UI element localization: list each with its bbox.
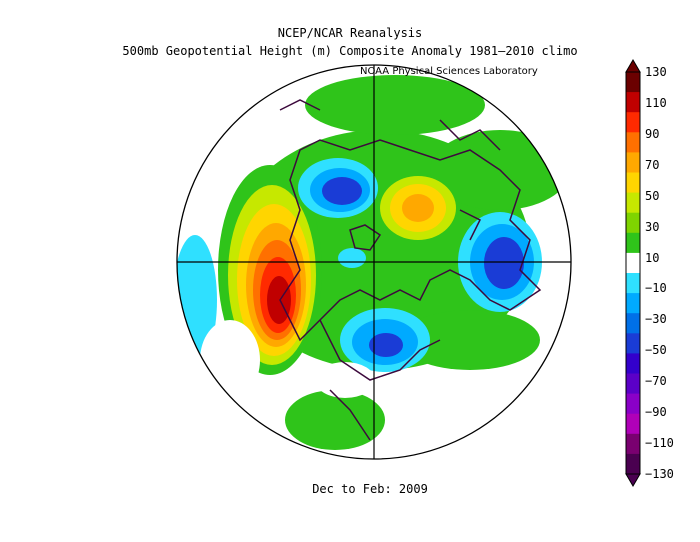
colorbar-swatch [626,92,640,113]
colorbar-swatch [626,152,640,173]
colorbar-swatch [626,72,640,93]
colorbar-swatch [626,293,640,314]
colorbar-label: −10 [645,281,667,296]
colorbar-label: −130 [645,467,674,481]
colorbar-label: 50 [645,188,660,203]
coastlines [279,99,542,441]
colorbar-swatch [626,353,640,374]
colorbar-swatch [626,232,640,254]
colorbar-label: 90 [645,126,660,141]
map-title: NCEP/NCAR Reanalysis [277,26,423,40]
colorbar-swatch [626,313,640,334]
colorbar-swatch [626,192,640,214]
colorbar-swatch [626,172,640,194]
colorbar-label: −110 [645,436,674,451]
map-subtitle: 500mb Geopotential Height (m) Composite … [122,44,578,58]
credit-label: NOAA Physical Sciences Laboratory [360,66,538,77]
colorbar-swatch [626,433,640,455]
colorbar-label: 10 [645,250,660,265]
map-border [176,64,572,460]
colorbar-swatch [626,252,640,274]
colorbar-label: −90 [645,405,667,420]
colorbar-swatch [626,413,640,435]
colorbar-label: −30 [645,312,667,327]
colorbar-label: 70 [645,157,660,172]
colorbar-swatch [626,132,640,153]
colorbar-frame [625,71,641,475]
colorbar-label: 30 [645,219,660,234]
colorbar-label: −50 [645,343,667,358]
colorbar-swatch [626,333,640,354]
colorbar-label: −70 [645,374,667,389]
period-label: Dec to Feb: 2009 [312,482,428,496]
colorbar-label: 110 [645,95,667,110]
colorbar-swatch [626,453,640,475]
colorbar-label: 130 [645,65,667,79]
colorbar-swatch [626,273,640,294]
anomaly-field [177,65,571,459]
colorbar-swatch [626,373,640,395]
colorbar-top-arrow [625,59,641,73]
colorbar-swatch [626,393,640,415]
colorbar-swatch [626,212,640,234]
colorbar-swatch [626,112,640,133]
colorbar [625,59,641,487]
